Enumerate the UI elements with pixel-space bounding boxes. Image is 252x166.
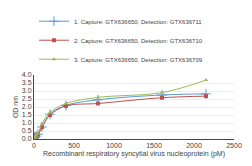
svg-text:2000: 2000 bbox=[186, 142, 202, 149]
svg-text:2. Capture: GTX636650, Detecti: 2. Capture: GTX636650, Detection: GTX636… bbox=[74, 38, 203, 44]
svg-text:1.5: 1.5 bbox=[22, 111, 32, 118]
svg-text:1. Capture: GTX636650, Detecti: 1. Capture: GTX636650, Detection: GTX636… bbox=[74, 19, 202, 25]
svg-text:2.5: 2.5 bbox=[22, 95, 32, 102]
svg-text:3.0: 3.0 bbox=[22, 87, 32, 94]
svg-text:4.0: 4.0 bbox=[22, 71, 32, 78]
svg-text:0.5: 0.5 bbox=[22, 127, 32, 134]
svg-text:500: 500 bbox=[68, 142, 80, 149]
svg-text:1000: 1000 bbox=[106, 142, 122, 149]
svg-text:0.0: 0.0 bbox=[22, 135, 32, 142]
svg-text:3. Capture: GTX636650, Detecti: 3. Capture: GTX636650, Detection: GTX636… bbox=[74, 57, 203, 63]
svg-text:1.0: 1.0 bbox=[22, 119, 32, 126]
svg-text:3.5: 3.5 bbox=[22, 79, 32, 86]
svg-text:Recombinant respiratory syncyt: Recombinant respiratory syncytial virus … bbox=[43, 150, 225, 158]
svg-text:2.0: 2.0 bbox=[22, 103, 32, 110]
svg-text:OD nm: OD nm bbox=[12, 96, 19, 118]
svg-text:0: 0 bbox=[32, 142, 36, 149]
svg-text:2500: 2500 bbox=[226, 142, 242, 149]
svg-text:1500: 1500 bbox=[146, 142, 162, 149]
